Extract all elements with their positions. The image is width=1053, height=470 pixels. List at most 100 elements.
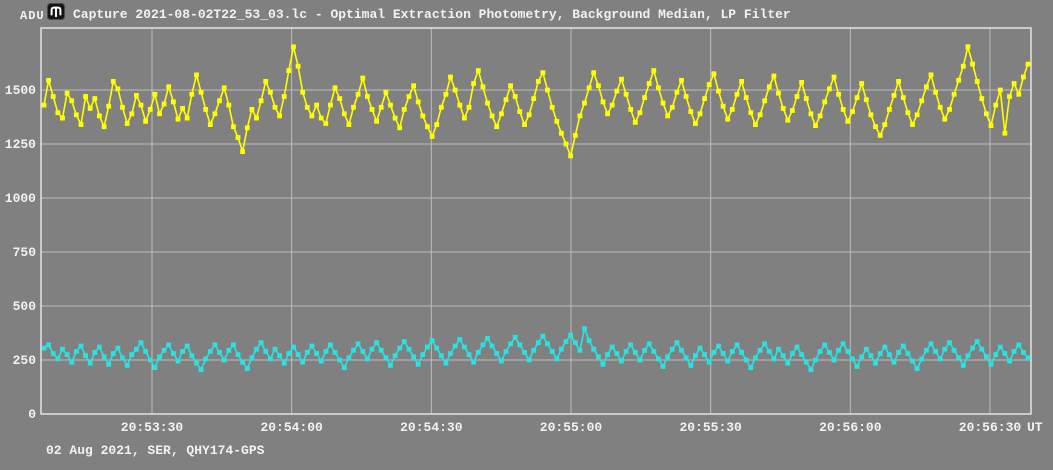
data-point-marker[interactable] (646, 341, 652, 347)
data-point-marker[interactable] (175, 358, 181, 364)
data-point-marker[interactable] (836, 91, 841, 97)
data-point-marker[interactable] (55, 110, 61, 116)
data-point-marker[interactable] (406, 94, 412, 99)
data-point-marker[interactable] (859, 354, 865, 360)
data-point-marker[interactable] (535, 79, 541, 84)
data-point-marker[interactable] (318, 358, 324, 364)
data-point-marker[interactable] (887, 107, 892, 112)
data-point-marker[interactable] (1011, 349, 1017, 354)
data-point-marker[interactable] (207, 349, 213, 354)
data-point-marker[interactable] (522, 122, 527, 127)
data-point-marker[interactable] (637, 357, 643, 363)
data-point-marker[interactable] (161, 101, 167, 107)
data-point-marker[interactable] (766, 84, 772, 90)
data-point-marker[interactable] (115, 86, 121, 92)
data-point-marker[interactable] (360, 75, 366, 81)
data-point-marker[interactable] (771, 73, 777, 79)
data-point-marker[interactable] (660, 100, 666, 106)
data-point-marker[interactable] (757, 112, 763, 118)
data-point-marker[interactable] (46, 77, 51, 83)
data-point-marker[interactable] (965, 44, 971, 50)
data-point-marker[interactable] (679, 347, 684, 353)
data-point-marker[interactable] (438, 353, 444, 359)
data-point-marker[interactable] (171, 99, 176, 105)
data-point-marker[interactable] (960, 63, 966, 69)
data-point-marker[interactable] (161, 347, 167, 353)
data-point-marker[interactable] (776, 90, 781, 96)
data-point-marker[interactable] (970, 61, 975, 67)
data-point-marker[interactable] (753, 122, 758, 127)
data-point-marker[interactable] (46, 342, 51, 348)
data-point-marker[interactable] (900, 95, 906, 100)
data-point-marker[interactable] (753, 355, 758, 361)
data-point-marker[interactable] (351, 347, 356, 353)
data-point-marker[interactable] (951, 91, 957, 97)
data-point-marker[interactable] (863, 97, 869, 103)
data-point-marker[interactable] (790, 108, 795, 113)
data-point-marker[interactable] (369, 346, 375, 352)
data-point-marker[interactable] (411, 354, 416, 360)
data-point-marker[interactable] (665, 354, 671, 360)
data-point-marker[interactable] (499, 358, 504, 364)
data-point-marker[interactable] (586, 338, 592, 343)
data-point-marker[interactable] (863, 346, 869, 352)
data-point-marker[interactable] (258, 340, 264, 346)
data-point-marker[interactable] (489, 343, 495, 349)
data-point-marker[interactable] (739, 350, 744, 355)
data-point-marker[interactable] (83, 94, 88, 99)
data-point-marker[interactable] (776, 346, 781, 352)
data-point-marker[interactable] (780, 353, 786, 359)
data-point-marker[interactable] (457, 337, 463, 342)
data-point-marker[interactable] (378, 347, 384, 353)
data-point-marker[interactable] (924, 84, 929, 90)
data-point-marker[interactable] (392, 115, 398, 121)
data-point-marker[interactable] (452, 343, 458, 349)
data-point-marker[interactable] (997, 87, 1003, 93)
data-point-marker[interactable] (651, 349, 657, 354)
data-point-marker[interactable] (378, 104, 384, 110)
data-point-marker[interactable] (582, 326, 587, 332)
data-point-marker[interactable] (896, 79, 901, 84)
data-point-marker[interactable] (134, 93, 139, 98)
data-point-marker[interactable] (180, 106, 185, 111)
data-point-marker[interactable] (711, 71, 717, 77)
data-point-marker[interactable] (60, 346, 65, 352)
data-point-marker[interactable] (845, 349, 851, 354)
data-point-marker[interactable] (785, 117, 791, 123)
data-point-marker[interactable] (947, 107, 952, 112)
data-point-marker[interactable] (1007, 94, 1012, 99)
data-point-marker[interactable] (905, 110, 911, 116)
data-point-marker[interactable] (706, 82, 712, 87)
data-point-marker[interactable] (369, 107, 375, 112)
data-point-marker[interactable] (683, 94, 689, 99)
data-point-marker[interactable] (734, 342, 740, 348)
data-point-marker[interactable] (933, 89, 938, 95)
data-point-marker[interactable] (281, 94, 287, 99)
data-point-marker[interactable] (619, 358, 624, 364)
data-point-marker[interactable] (235, 135, 241, 140)
data-point-marker[interactable] (947, 340, 952, 346)
data-point-marker[interactable] (503, 349, 509, 354)
data-point-marker[interactable] (716, 88, 721, 94)
data-point-marker[interactable] (531, 347, 537, 353)
data-point-marker[interactable] (217, 350, 222, 355)
data-point-marker[interactable] (993, 352, 999, 357)
data-point-marker[interactable] (277, 113, 282, 119)
data-point-marker[interactable] (743, 357, 749, 363)
data-point-marker[interactable] (420, 113, 426, 119)
data-point-marker[interactable] (877, 133, 883, 138)
data-point-marker[interactable] (720, 103, 726, 109)
data-point-marker[interactable] (184, 115, 190, 121)
data-point-marker[interactable] (937, 104, 943, 110)
data-point-marker[interactable] (383, 355, 389, 361)
data-point-marker[interactable] (286, 351, 292, 356)
data-point-marker[interactable] (979, 346, 985, 352)
data-point-marker[interactable] (642, 95, 647, 100)
data-point-marker[interactable] (660, 364, 666, 369)
data-point-marker[interactable] (157, 111, 162, 117)
data-point-marker[interactable] (882, 344, 888, 350)
data-point-marker[interactable] (568, 332, 573, 338)
data-point-marker[interactable] (401, 339, 407, 344)
data-point-marker[interactable] (337, 96, 343, 101)
